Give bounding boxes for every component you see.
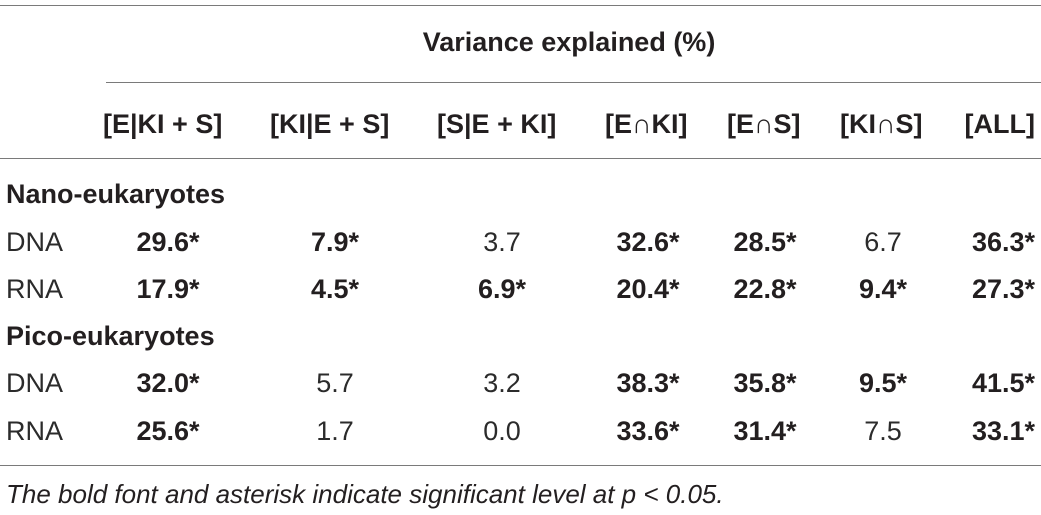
cell-value: 38.3* xyxy=(616,368,680,398)
cell-value: 22.8* xyxy=(733,274,797,304)
column-header-all: [ALL] xyxy=(964,109,1035,139)
cell-value: 1.7 xyxy=(316,416,354,446)
row-label: DNA xyxy=(6,368,64,398)
column-header-e-ki-s: [E|KI + S] xyxy=(103,109,223,139)
cell-value: 25.6* xyxy=(136,416,200,446)
group-label-nano: Nano-eukaryotes xyxy=(6,179,226,209)
header-bottom-rule xyxy=(0,158,1041,159)
cell-value: 6.9* xyxy=(477,274,527,304)
cell-value: 32.6* xyxy=(616,227,680,257)
cell-value: 17.9* xyxy=(136,274,200,304)
spanner-header: Variance explained (%) xyxy=(422,27,716,57)
cell-value: 27.3* xyxy=(971,274,1035,304)
table-footnote: The bold font and asterisk indicate sign… xyxy=(6,479,724,509)
cell-value: 3.7 xyxy=(483,227,521,257)
cell-value: 5.7 xyxy=(316,368,354,398)
spanner-rule xyxy=(106,82,1041,83)
cell-value: 4.5* xyxy=(310,274,360,304)
cell-value: 28.5* xyxy=(733,227,797,257)
cell-value: 0.0 xyxy=(483,416,521,446)
cell-value: 7.9* xyxy=(310,227,360,257)
cell-value: 7.5 xyxy=(864,416,902,446)
cell-value: 33.1* xyxy=(971,416,1035,446)
cell-value: 32.0* xyxy=(136,368,200,398)
cell-value: 41.5* xyxy=(971,368,1035,398)
column-header-e-and-s: [E∩S] xyxy=(727,109,801,139)
row-label: RNA xyxy=(6,274,64,304)
column-header-e-and-ki: [E∩KI] xyxy=(605,109,688,139)
cell-value: 6.7 xyxy=(864,227,902,257)
table-bottom-rule xyxy=(0,465,1041,466)
row-label: RNA xyxy=(6,416,64,446)
column-header-ki-e-s: [KI|E + S] xyxy=(270,109,390,139)
column-header-ki-and-s: [KI∩S] xyxy=(840,109,923,139)
cell-value: 35.8* xyxy=(733,368,797,398)
top-rule xyxy=(0,5,1041,6)
cell-value: 31.4* xyxy=(733,416,797,446)
cell-value: 3.2 xyxy=(483,368,521,398)
cell-value: 9.5* xyxy=(858,368,908,398)
cell-value: 20.4* xyxy=(616,274,680,304)
row-label: DNA xyxy=(6,227,64,257)
cell-value: 29.6* xyxy=(136,227,200,257)
cell-value: 33.6* xyxy=(616,416,680,446)
group-label-pico: Pico-eukaryotes xyxy=(6,321,215,351)
cell-value: 36.3* xyxy=(971,227,1035,257)
cell-value: 9.4* xyxy=(858,274,908,304)
column-header-s-e-ki: [S|E + KI] xyxy=(437,109,557,139)
